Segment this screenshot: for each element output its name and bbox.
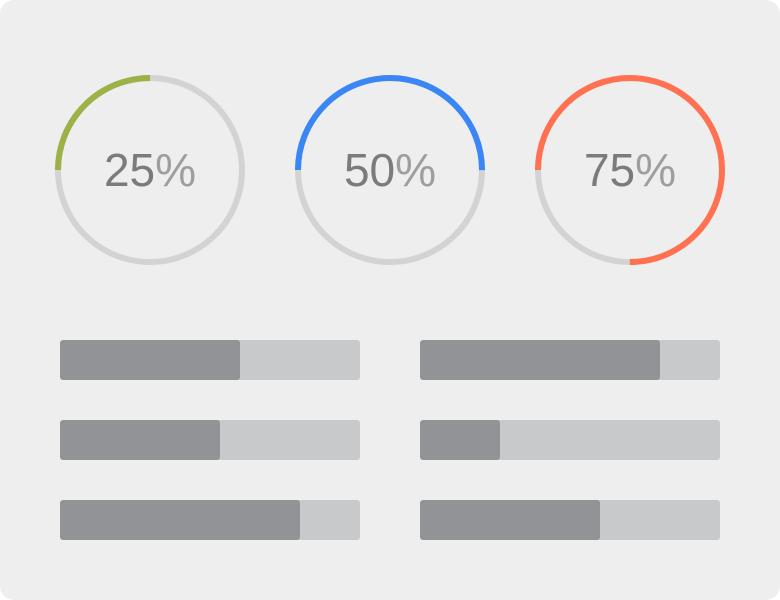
ring-arc — [535, 75, 725, 265]
ring-percent-sign: % — [395, 144, 437, 196]
progress-bar-right-1 — [420, 340, 720, 380]
progress-ring-graphic — [55, 75, 245, 265]
progress-ring-75: 75% — [535, 75, 725, 265]
progress-ring-25: 25% — [55, 75, 245, 265]
ring-percentage-label: 50% — [295, 75, 485, 265]
ring-value: 50 — [343, 144, 396, 196]
progress-bar-right-2 — [420, 420, 720, 460]
ring-percent-sign: % — [155, 144, 197, 196]
progress-ring-graphic — [535, 75, 725, 265]
progress-bar-left-1 — [60, 340, 360, 380]
progress-bar-right-3 — [420, 500, 720, 540]
ring-percentage-label: 75% — [535, 75, 725, 265]
progress-bar-left-2 — [60, 420, 360, 460]
ring-value: 75 — [583, 144, 636, 196]
progress-ring-50: 50% — [295, 75, 485, 265]
progress-bar-fill — [420, 340, 660, 380]
progress-bar-fill — [60, 500, 300, 540]
ring-percentage-label: 25% — [55, 75, 245, 265]
ring-arc — [55, 75, 245, 265]
progress-bar-fill — [420, 420, 501, 460]
progress-bar-fill — [420, 500, 600, 540]
progress-bar-left-3 — [60, 500, 360, 540]
ring-percent-sign: % — [635, 144, 677, 196]
progress-bar-fill — [60, 340, 240, 380]
ring-arc — [295, 75, 485, 265]
progress-bar-fill — [60, 420, 220, 460]
progress-ring-graphic — [295, 75, 485, 265]
ring-value: 25 — [103, 144, 156, 196]
